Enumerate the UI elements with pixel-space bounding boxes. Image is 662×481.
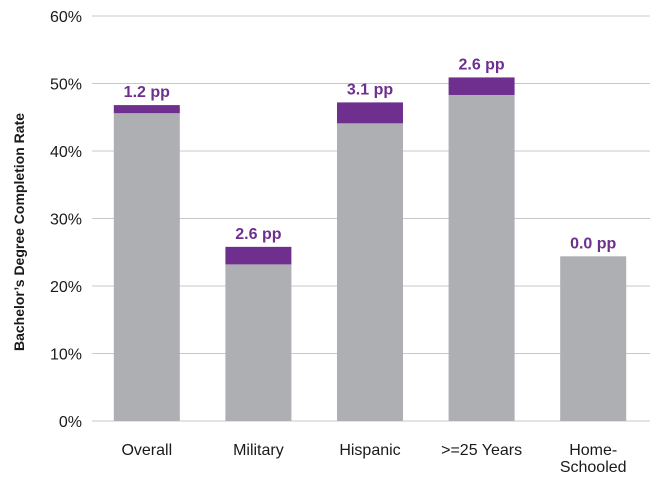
y-axis-ticks: 0% 10% 20% 30% 40% 50% 60% [50,9,82,431]
data-label: 2.6 pp [458,56,504,73]
bar-base [113,113,180,421]
bar-gain [225,246,292,265]
category-labels: Overall Military Hispanic >=25 Years Home-Sc… [121,442,626,476]
data-label: 1.2 pp [124,84,170,101]
y-tick-label: 50% [50,77,82,94]
bar-base [225,264,292,421]
y-tick-label: 10% [50,347,82,364]
data-label: 0.0 pp [570,235,616,252]
x-tick-label: Schooled [560,459,627,476]
y-tick-label: 20% [50,279,82,296]
data-label: 2.6 pp [235,226,281,243]
bar-base [337,123,403,421]
bar-base [448,94,515,421]
y-tick-label: 60% [50,9,82,26]
data-label: 3.1 pp [347,81,393,98]
x-tick-label: >=25 Years [441,442,522,459]
y-tick-label: 0% [59,414,82,431]
x-tick-label: Overall [121,442,172,459]
x-tick-label: Military [233,442,284,459]
bar-gain [337,102,403,124]
data-labels: 1.2 pp 2.6 pp 3.1 pp 2.6 pp 0.0 pp [124,56,617,252]
bar-base [560,256,627,421]
y-axis-label: Bachelor’s Degree Completion Rate [11,113,27,351]
bars [113,77,627,421]
y-tick-label: 30% [50,212,82,229]
bar-gain [113,105,180,114]
bar-gain [448,77,515,95]
y-tick-label: 40% [50,144,82,161]
x-tick-label: Hispanic [339,442,400,459]
x-tick-label: Home- [569,442,617,459]
